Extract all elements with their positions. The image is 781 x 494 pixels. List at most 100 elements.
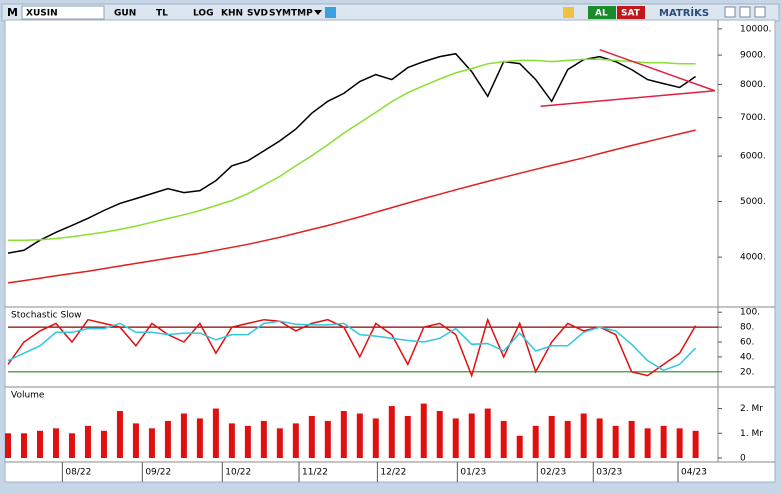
y-tick-label: 6000. — [740, 152, 766, 162]
volume-bar — [196, 418, 203, 458]
volume-bar — [676, 428, 683, 458]
trendline — [599, 48, 716, 92]
series-line — [7, 52, 697, 254]
series-line — [7, 320, 697, 372]
refresh-icon[interactable] — [563, 7, 574, 18]
symbol[interactable]: XUSIN — [26, 9, 58, 19]
x-tick-label: 10/22 — [225, 468, 251, 478]
volume-bar — [84, 425, 91, 458]
volume-bar — [564, 420, 571, 458]
volume-bar — [468, 413, 475, 458]
symbol-box[interactable] — [21, 5, 105, 20]
sell-button[interactable] — [617, 6, 645, 19]
volume-bar — [644, 428, 651, 458]
trendline — [540, 90, 715, 107]
x-tick-label: 12/22 — [380, 468, 406, 478]
y-tick-label: 20. — [740, 367, 754, 377]
window-button[interactable] — [724, 6, 736, 18]
window-button[interactable] — [754, 6, 766, 18]
y-tick-label: 10000. — [740, 24, 772, 34]
volume-bar — [20, 433, 27, 458]
volume-bar — [580, 413, 587, 458]
volume-bar — [244, 425, 251, 458]
volume-bar — [308, 415, 315, 458]
volume-bar — [36, 430, 43, 458]
button[interactable]: TMP — [291, 9, 313, 19]
buy-button[interactable] — [588, 6, 616, 19]
volume-bar — [452, 418, 459, 458]
volume-bar — [404, 415, 411, 458]
panel-title: Stochastic Slow — [11, 311, 82, 321]
volume-bar — [548, 415, 555, 458]
volume-bar — [660, 425, 667, 458]
volume-bar — [484, 408, 491, 458]
volume-bar — [356, 413, 363, 458]
sell-label[interactable]: SAT — [621, 9, 641, 19]
volume-bar — [292, 423, 299, 458]
button[interactable]: SVD — [247, 9, 268, 19]
button[interactable]: KHN — [221, 9, 243, 19]
volume-bar — [628, 420, 635, 458]
volume-bar — [420, 403, 427, 458]
y-tick-label: 1. Mr — [740, 429, 763, 439]
volume-bar — [5, 433, 11, 458]
panel-title: Volume — [11, 391, 45, 401]
volume-bar — [180, 413, 187, 458]
x-tick-label: 02/23 — [540, 468, 566, 478]
volume-bar — [276, 428, 283, 458]
volume-bar — [436, 411, 443, 458]
y-tick-label: 40. — [740, 352, 754, 362]
volume-bar — [68, 433, 75, 458]
series-line — [7, 129, 696, 284]
y-tick-label: 100. — [740, 308, 760, 318]
x-tick-label: 03/23 — [596, 468, 622, 478]
button[interactable]: LOG — [193, 9, 213, 19]
x-tick-label: 01/23 — [460, 468, 486, 478]
y-tick-label: 7000. — [740, 113, 766, 123]
volume-bar — [516, 435, 523, 458]
volume-bar — [164, 420, 171, 458]
button[interactable]: GUN — [114, 9, 136, 19]
volume-bar — [212, 408, 219, 458]
y-tick-label: 8000. — [740, 80, 766, 90]
volume-bar — [52, 428, 59, 458]
volume-bar — [612, 425, 619, 458]
y-tick-label: 4000. — [740, 253, 766, 263]
buy-label[interactable]: AL — [595, 9, 608, 19]
volume-bar — [372, 418, 379, 458]
button[interactable]: TL — [156, 9, 168, 19]
dropdown-arrow[interactable] — [314, 10, 322, 15]
volume-bar — [148, 428, 155, 458]
y-tick-label: 80. — [740, 323, 754, 333]
volume-bar — [228, 423, 235, 458]
window-button[interactable] — [739, 6, 751, 18]
y-tick-label: 9000. — [740, 51, 766, 61]
x-tick-label: 08/22 — [65, 468, 91, 478]
x-tick-label: 11/22 — [302, 468, 328, 478]
volume-bar — [692, 430, 699, 458]
brand: MATRİKS — [659, 5, 709, 19]
y-tick-label: 60. — [740, 338, 754, 348]
volume-bar — [388, 406, 395, 458]
volume-bar — [500, 420, 507, 458]
volume-bar — [132, 423, 139, 458]
volume-bar — [260, 420, 267, 458]
x-tick-label: 04/23 — [681, 468, 707, 478]
volume-bar — [100, 430, 107, 458]
twitter-icon[interactable] — [325, 7, 336, 18]
volume-bar — [116, 411, 123, 458]
logo: M — [7, 6, 18, 19]
volume-bar — [532, 425, 539, 458]
y-tick-label: 5000. — [740, 197, 766, 207]
button[interactable]: SYM — [269, 9, 291, 19]
x-tick-label: 09/22 — [145, 468, 171, 478]
volume-bar — [596, 418, 603, 458]
volume-bar — [340, 411, 347, 458]
series-line — [8, 58, 696, 241]
y-tick-label: 2. Mr — [740, 404, 763, 414]
series-line — [7, 317, 697, 378]
y-tick-label: 0 — [740, 454, 746, 464]
volume-bar — [324, 420, 331, 458]
toolbar-buttons: GUN TL LOG KHN SVD SYM TMP — [114, 7, 336, 19]
